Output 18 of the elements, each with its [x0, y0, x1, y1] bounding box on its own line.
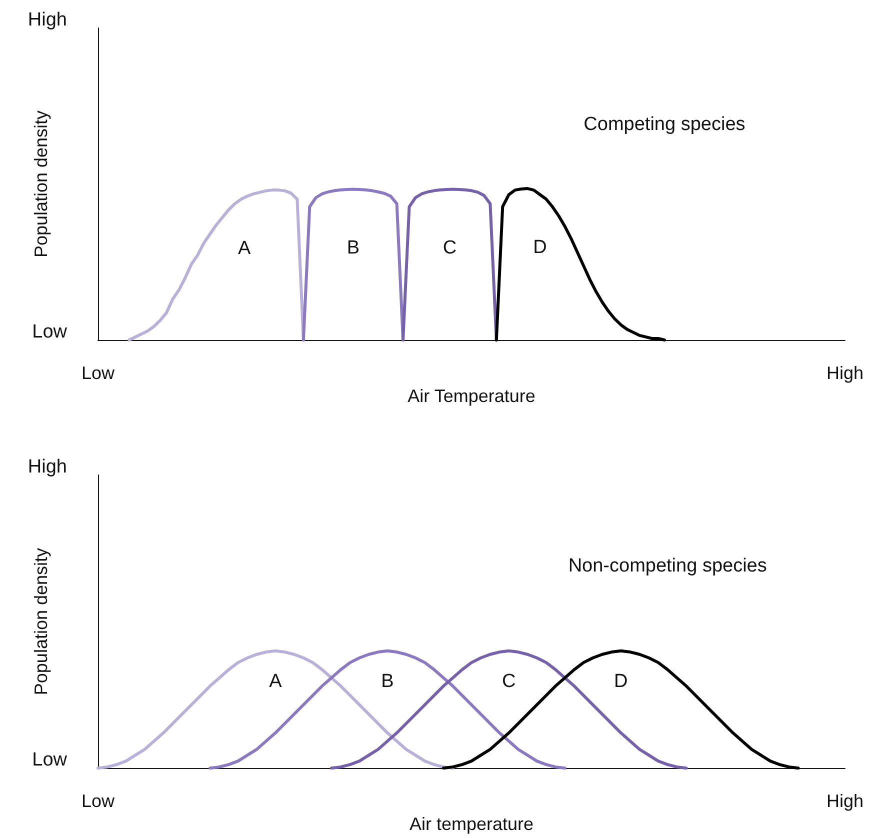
y-axis-title: Population density [31, 110, 51, 258]
y-axis-title: Population density [31, 548, 51, 696]
text: Competing species [584, 114, 746, 136]
series-label: D [533, 237, 547, 258]
x-axis-title: Air temperature [409, 814, 534, 834]
text: Low [32, 322, 68, 342]
text: High [28, 10, 67, 30]
text: High [28, 456, 67, 478]
series-label: C [442, 238, 457, 259]
x-axis-title: Air Temperature [408, 386, 536, 406]
text: Low [32, 750, 68, 771]
text: Non-competing species [568, 555, 767, 576]
series-label: A [269, 670, 282, 692]
series-label: B [381, 670, 394, 692]
series-label: C [502, 670, 516, 692]
text: B [346, 238, 360, 259]
series-label: D [614, 670, 628, 692]
series-label: A [238, 238, 251, 260]
